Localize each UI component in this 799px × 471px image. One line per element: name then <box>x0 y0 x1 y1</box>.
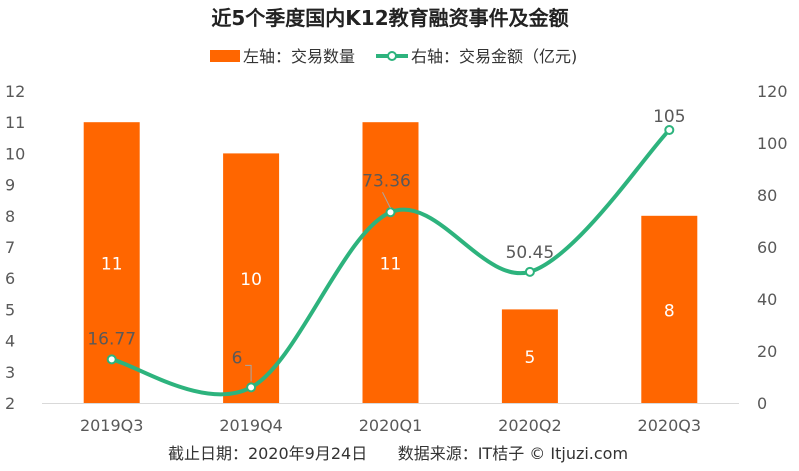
x-axis-labels: 2019Q3 2019Q4 2020Q1 2020Q2 2020Q3 <box>80 416 701 435</box>
left-axis-tick: 2 <box>5 394 15 413</box>
bar <box>223 153 280 403</box>
amount-point <box>246 382 257 393</box>
amount-point <box>664 125 675 135</box>
bar-data-label: 10 <box>240 270 262 290</box>
right-axis-tick: 60 <box>757 238 777 257</box>
right-axis-tick: 20 <box>757 342 777 361</box>
amount-data-label: 16.77 <box>87 329 136 349</box>
right-axis-tick: 100 <box>757 134 788 153</box>
right-axis-tick: 0 <box>757 394 767 413</box>
bar <box>501 309 558 403</box>
left-axis-tick: 10 <box>5 144 25 163</box>
left-axis: 2 3 4 5 6 7 8 9 10 11 12 <box>5 82 25 413</box>
legend-bar-swatch <box>210 50 240 62</box>
amount-point <box>106 354 117 365</box>
bar-data-label: 5 <box>524 348 535 368</box>
x-axis-tick: 2019Q3 <box>80 416 144 435</box>
x-axis-tick: 2019Q4 <box>219 416 283 435</box>
left-axis-tick: 3 <box>5 363 15 382</box>
amount-data-label: 6 <box>232 348 243 368</box>
bar <box>362 122 419 403</box>
amount-data-label: 73.36 <box>362 171 411 191</box>
amount-point <box>385 207 396 218</box>
amount-point <box>524 266 535 277</box>
left-axis-tick: 5 <box>5 300 15 319</box>
amount-data-label: 50.45 <box>506 243 555 263</box>
left-axis-tick: 4 <box>5 332 15 351</box>
x-axis-tick: 2020Q3 <box>638 416 702 435</box>
chart-title: 近5个季度国内K12教育融资事件及金额 <box>211 6 568 30</box>
x-axis-tick: 2020Q1 <box>359 416 423 435</box>
legend-line-marker <box>387 51 397 61</box>
bars: 11 10 11 5 8 <box>83 122 698 403</box>
left-axis-tick: 9 <box>5 176 15 195</box>
bar-data-label: 11 <box>101 255 123 275</box>
source-note: 截止日期：2020年9月24日 数据来源：IT桔子 © Itjuzi.com <box>168 444 628 463</box>
left-axis-tick: 6 <box>5 269 15 288</box>
legend-line-label: 右轴：交易金额（亿元) <box>411 47 577 66</box>
right-axis-tick: 120 <box>757 82 788 101</box>
right-axis: 0 20 40 60 80 100 120 <box>757 82 788 413</box>
bar <box>641 215 698 403</box>
left-axis-tick: 12 <box>5 82 25 101</box>
label-leader <box>382 192 391 209</box>
bar-data-label: 11 <box>380 255 402 275</box>
left-axis-tick: 7 <box>5 238 15 257</box>
right-axis-tick: 80 <box>757 186 777 205</box>
amount-data-label: 105 <box>653 107 685 127</box>
left-axis-tick: 11 <box>5 113 25 132</box>
right-axis-tick: 40 <box>757 290 777 309</box>
legend-bar-label: 左轴：交易数量 <box>243 47 355 66</box>
label-leader <box>245 364 252 382</box>
bar-data-label: 8 <box>664 301 675 321</box>
x-axis-tick: 2020Q2 <box>498 416 562 435</box>
left-axis-tick: 8 <box>5 207 15 226</box>
legend: 左轴：交易数量 右轴：交易金额（亿元) <box>210 47 577 66</box>
